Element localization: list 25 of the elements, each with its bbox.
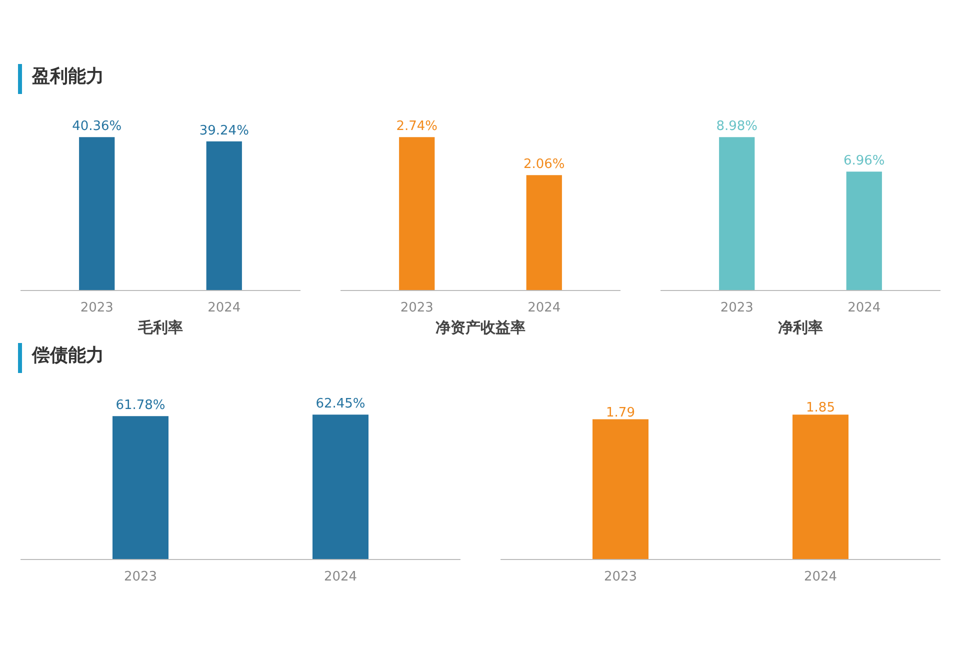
x-tick-label: 2024 bbox=[528, 300, 561, 316]
x-tick-label: 2024 bbox=[208, 300, 241, 316]
data-label: 2.06% bbox=[523, 157, 565, 172]
data-label: 62.45% bbox=[316, 396, 366, 412]
data-label: 8.98% bbox=[716, 119, 758, 134]
data-label: 1.79 bbox=[606, 405, 635, 420]
x-tick-label: 2023 bbox=[80, 300, 114, 316]
x-tick-label: 2023 bbox=[124, 570, 158, 584]
data-label: 39.24% bbox=[199, 123, 249, 138]
data-label: 6.96% bbox=[843, 154, 885, 169]
x-tick-label: 2023 bbox=[720, 300, 754, 316]
x-tick-label: 2023 bbox=[400, 300, 434, 316]
data-label: 2.74% bbox=[396, 119, 438, 134]
x-tick-label: 2024 bbox=[804, 570, 838, 584]
chart-title: 盈利能力 bbox=[32, 65, 104, 89]
x-axis-title: 毛利率 bbox=[137, 318, 183, 336]
data-label: 1.85 bbox=[806, 400, 835, 416]
x-tick-label: 2024 bbox=[324, 570, 358, 584]
x-tick-label: 2023 bbox=[604, 570, 638, 584]
x-tick-label: 2024 bbox=[848, 300, 881, 316]
data-label: 40.36% bbox=[72, 119, 122, 134]
data-label: 61.78% bbox=[116, 398, 166, 414]
x-axis-title: 净资产收益率 bbox=[436, 318, 526, 336]
x-axis-title: 净利率 bbox=[778, 318, 823, 336]
chart-title: 偿债能力 bbox=[32, 344, 104, 368]
